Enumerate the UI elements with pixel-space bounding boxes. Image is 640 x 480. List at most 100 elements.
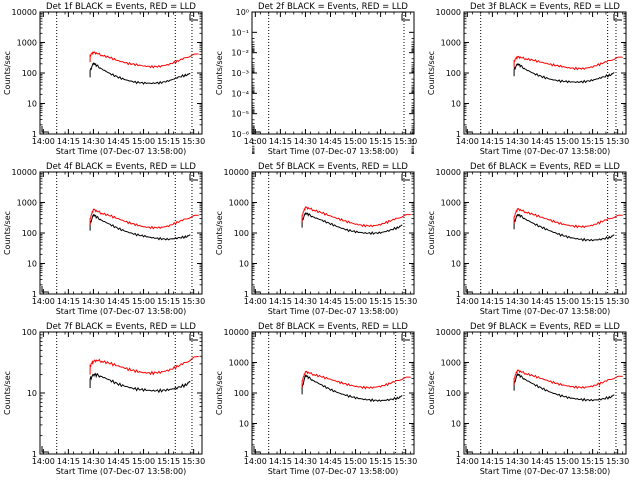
x-tick-label: 15:15	[369, 297, 392, 306]
x-tick-label: 14:30	[506, 457, 529, 466]
x-tick-label: 14:00	[32, 137, 55, 146]
y-tick-label: 1	[32, 290, 37, 299]
plot-frame	[39, 11, 203, 135]
plot-frame	[39, 171, 203, 295]
plot-frame	[463, 11, 627, 135]
x-tick-label: 15:15	[369, 457, 392, 466]
y-tick-label: 1	[456, 130, 461, 139]
y-tick-label: 1000	[441, 199, 461, 208]
y-tick-label: 10⁻⁴	[231, 89, 249, 98]
x-tick-label: 14:45	[319, 297, 342, 306]
x-tick-label: 14:45	[319, 137, 342, 146]
x-axis-label: Start Time (07-Dec-07 13:58:00)	[268, 147, 399, 156]
corner-marker	[41, 286, 48, 293]
x-tick-label: 14:30	[82, 137, 105, 146]
corner-marker	[465, 286, 472, 293]
lld-series-line	[513, 208, 623, 229]
panel-title: Det 6f BLACK = Events, RED = LLD	[470, 162, 620, 172]
lld-series-line	[513, 369, 623, 390]
x-tick-label: 14:45	[319, 457, 342, 466]
y-tick-label: 10⁻⁶	[231, 130, 249, 139]
x-tick-label: 14:45	[107, 457, 130, 466]
y-tick-label: 10000	[436, 168, 461, 177]
lld-series-line	[301, 370, 411, 390]
x-axis-label: Start Time (07-Dec-07 13:58:00)	[480, 307, 611, 316]
x-tick-label: 15:00	[132, 137, 155, 146]
y-tick-label: 100	[22, 69, 37, 78]
plot-frame	[251, 331, 415, 455]
y-tick-label: 10⁻³	[231, 69, 249, 78]
x-tick-label: 14:45	[107, 297, 130, 306]
corner-marker	[401, 174, 410, 181]
y-tick-label: 1000	[229, 199, 249, 208]
y-tick-label: 10⁻²	[231, 49, 249, 58]
y-axis-label: Counts/sec	[427, 51, 436, 95]
y-axis-label: Counts/sec	[215, 211, 224, 255]
x-tick-label: 14:15	[57, 137, 80, 146]
x-tick-label: 15:00	[344, 297, 367, 306]
corner-marker	[465, 126, 472, 133]
events-series-line	[89, 62, 191, 85]
x-tick-label: 15:15	[369, 137, 392, 146]
y-tick-label: 10000	[224, 328, 249, 337]
x-tick-label: 14:30	[294, 297, 317, 306]
y-tick-label: 1000	[229, 359, 249, 368]
corner-marker	[41, 446, 48, 453]
y-tick-label: 10000	[12, 168, 37, 177]
x-axis-label: Start Time (07-Dec-07 13:58:00)	[268, 307, 399, 316]
corner-marker	[189, 174, 198, 181]
x-axis-label: Start Time (07-Dec-07 13:58:00)	[268, 467, 399, 476]
events-series-line	[89, 372, 191, 394]
x-tick-label: 14:15	[269, 457, 292, 466]
lld-series-line	[513, 55, 623, 71]
corner-marker	[253, 446, 260, 453]
y-axis-label: Counts/sec	[3, 211, 12, 255]
x-tick-label: 14:00	[244, 297, 267, 306]
y-tick-label: 10	[451, 260, 461, 269]
x-tick-label: 15:30	[182, 137, 205, 146]
x-tick-label: 15:00	[344, 137, 367, 146]
corner-marker	[189, 334, 198, 341]
corner-marker	[401, 14, 410, 21]
y-tick-label: 100	[446, 389, 461, 398]
x-tick-label: 14:30	[82, 297, 105, 306]
panel-det9: Det 9f BLACK = Events, RED = LLD Counts/s…	[427, 322, 629, 476]
x-tick-label: 14:00	[244, 457, 267, 466]
x-tick-label: 14:15	[57, 457, 80, 466]
x-tick-label: 15:15	[581, 137, 604, 146]
y-axis-label: Counts/sec	[427, 371, 436, 415]
x-tick-label: 14:30	[294, 137, 317, 146]
x-tick-label: 15:15	[157, 137, 180, 146]
x-axis-label: Start Time (07-Dec-07 13:58:00)	[480, 147, 611, 156]
y-tick-label: 10	[27, 260, 37, 269]
y-tick-label: 1	[32, 130, 37, 139]
panel-det1: Det 1f BLACK = Events, RED = LLD Counts/s…	[3, 2, 205, 156]
x-tick-label: 15:00	[556, 137, 579, 146]
y-tick-label: 1	[244, 290, 249, 299]
x-tick-label: 14:30	[294, 457, 317, 466]
x-tick-label: 14:15	[481, 457, 504, 466]
x-tick-label: 15:15	[581, 457, 604, 466]
plot-frame	[39, 331, 203, 455]
x-tick-label: 15:30	[606, 297, 629, 306]
y-tick-label: 10000	[436, 8, 461, 17]
x-tick-label: 15:00	[556, 457, 579, 466]
y-tick-label: 100	[234, 389, 249, 398]
x-tick-label: 15:15	[581, 297, 604, 306]
x-axis-label: Start Time (07-Dec-07 13:58:00)	[56, 467, 187, 476]
y-tick-label: 10	[239, 260, 249, 269]
x-tick-label: 14:30	[506, 297, 529, 306]
panel-det7: Det 7f BLACK = Events, RED = LLD Counts/s…	[3, 322, 205, 476]
y-tick-label: 1	[244, 450, 249, 459]
panel-det2: Det 2f BLACK = Events, RED = LLD Counts/s…	[215, 2, 417, 156]
plot-frame	[251, 11, 415, 135]
panel-det4: Det 4f BLACK = Events, RED = LLD Counts/s…	[3, 162, 205, 316]
y-tick-label: 1000	[441, 359, 461, 368]
x-tick-label: 14:30	[82, 457, 105, 466]
events-series-line	[513, 213, 615, 242]
lld-series-line	[89, 208, 199, 230]
x-tick-label: 14:00	[456, 137, 479, 146]
y-tick-label: 10	[451, 420, 461, 429]
x-tick-label: 14:00	[32, 457, 55, 466]
y-tick-label: 100	[446, 69, 461, 78]
